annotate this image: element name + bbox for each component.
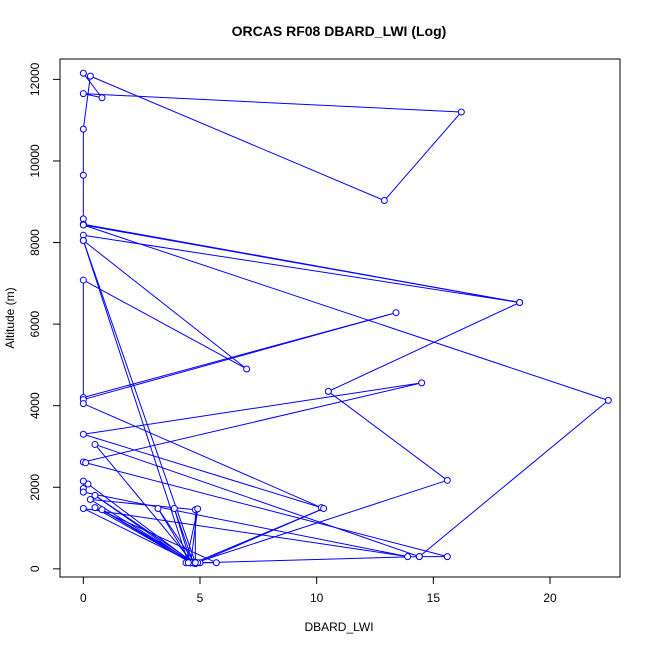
series-line-segment bbox=[328, 391, 448, 481]
data-point bbox=[98, 94, 106, 102]
series-line-segment bbox=[83, 491, 408, 558]
data-point bbox=[604, 396, 612, 404]
y-tick-label: 6000 bbox=[28, 310, 42, 337]
x-tick-label: 5 bbox=[197, 591, 204, 605]
series-line-segment bbox=[82, 76, 91, 130]
series-line-segment bbox=[83, 224, 520, 303]
series-line-segment bbox=[83, 433, 322, 509]
chart-title: ORCAS RF08 DBARD_LWI (Log) bbox=[232, 23, 447, 39]
y-axis-ticks: 0 2000 4000 6000 8000 10000 12000 bbox=[28, 62, 60, 572]
series-line-segment bbox=[83, 224, 609, 401]
series-line-segment bbox=[383, 111, 462, 201]
data-point bbox=[516, 299, 524, 307]
x-tick-label: 10 bbox=[310, 591, 324, 605]
data-point bbox=[91, 504, 99, 512]
data-point bbox=[86, 72, 94, 80]
data-point bbox=[184, 559, 192, 567]
data-point bbox=[380, 197, 388, 205]
data-point bbox=[79, 276, 87, 284]
series-line-segment bbox=[90, 75, 385, 201]
series-line-segment bbox=[83, 312, 397, 401]
data-point bbox=[170, 504, 178, 512]
data-point bbox=[79, 477, 87, 485]
data-point bbox=[443, 553, 451, 561]
data-point bbox=[443, 476, 451, 484]
y-tick-label: 2000 bbox=[28, 474, 42, 501]
series-line-segment bbox=[82, 72, 103, 99]
data-point bbox=[79, 171, 87, 179]
series-line-segment bbox=[94, 495, 196, 564]
series-line-segment bbox=[195, 479, 448, 564]
data-point bbox=[91, 491, 99, 499]
series-line-segment bbox=[328, 302, 520, 392]
data-series-points bbox=[79, 69, 612, 568]
series-line-segment bbox=[83, 240, 247, 370]
series-line-segment bbox=[185, 508, 199, 563]
series-line-segment bbox=[83, 382, 422, 435]
data-series-lines bbox=[82, 72, 609, 564]
data-point bbox=[79, 69, 87, 77]
data-point bbox=[86, 496, 94, 504]
series-line-segment bbox=[83, 507, 408, 558]
y-tick-label: 0 bbox=[28, 565, 42, 572]
x-axis-label: DBARD_LWI bbox=[304, 620, 373, 634]
series-line-segment bbox=[90, 499, 196, 511]
series-line-segment bbox=[197, 508, 324, 564]
series-line-segment bbox=[83, 93, 462, 113]
data-point bbox=[79, 90, 87, 98]
series-line-segment bbox=[157, 508, 196, 564]
data-point bbox=[194, 505, 202, 513]
data-point bbox=[79, 488, 87, 496]
x-tick-label: 15 bbox=[427, 591, 441, 605]
data-point bbox=[82, 459, 90, 467]
series-line-segment bbox=[94, 507, 217, 564]
series-line-segment bbox=[82, 240, 189, 563]
x-tick-label: 20 bbox=[543, 591, 557, 605]
data-point bbox=[457, 108, 465, 116]
series-line-segment bbox=[83, 279, 247, 370]
series-line-segment bbox=[419, 400, 609, 557]
data-point bbox=[79, 504, 87, 512]
data-point bbox=[79, 125, 87, 133]
series-line-segment bbox=[85, 462, 448, 558]
series-line-segment bbox=[94, 443, 420, 558]
data-point bbox=[212, 559, 220, 567]
x-axis-ticks: 0 5 10 15 20 bbox=[80, 577, 557, 605]
data-point bbox=[418, 379, 426, 387]
series-line-segment bbox=[94, 507, 191, 564]
y-axis-label: Altitude (m) bbox=[3, 287, 17, 348]
series-line-segment bbox=[173, 508, 194, 563]
y-tick-label: 12000 bbox=[28, 62, 42, 96]
data-point bbox=[324, 387, 332, 395]
series-line-segment bbox=[83, 234, 520, 303]
data-point bbox=[404, 553, 412, 561]
data-point bbox=[191, 559, 199, 567]
y-tick-label: 8000 bbox=[28, 229, 42, 256]
data-point bbox=[79, 400, 87, 408]
y-tick-label: 10000 bbox=[28, 144, 42, 178]
series-line-segment bbox=[199, 556, 420, 564]
data-point bbox=[98, 506, 106, 514]
y-tick-label: 4000 bbox=[28, 392, 42, 419]
x-tick-label: 0 bbox=[80, 591, 87, 605]
data-point bbox=[154, 504, 162, 512]
plot-frame bbox=[59, 58, 621, 578]
data-point bbox=[415, 553, 423, 561]
series-line-segment bbox=[94, 444, 194, 564]
data-point bbox=[79, 430, 87, 438]
data-point bbox=[79, 221, 87, 229]
data-point bbox=[320, 504, 328, 512]
data-point bbox=[243, 365, 251, 373]
data-point bbox=[79, 237, 87, 245]
data-point bbox=[91, 440, 99, 448]
series-line-segment bbox=[83, 403, 322, 509]
data-point bbox=[392, 309, 400, 317]
series-line-segment bbox=[82, 240, 196, 563]
series-line-segment bbox=[83, 382, 422, 463]
